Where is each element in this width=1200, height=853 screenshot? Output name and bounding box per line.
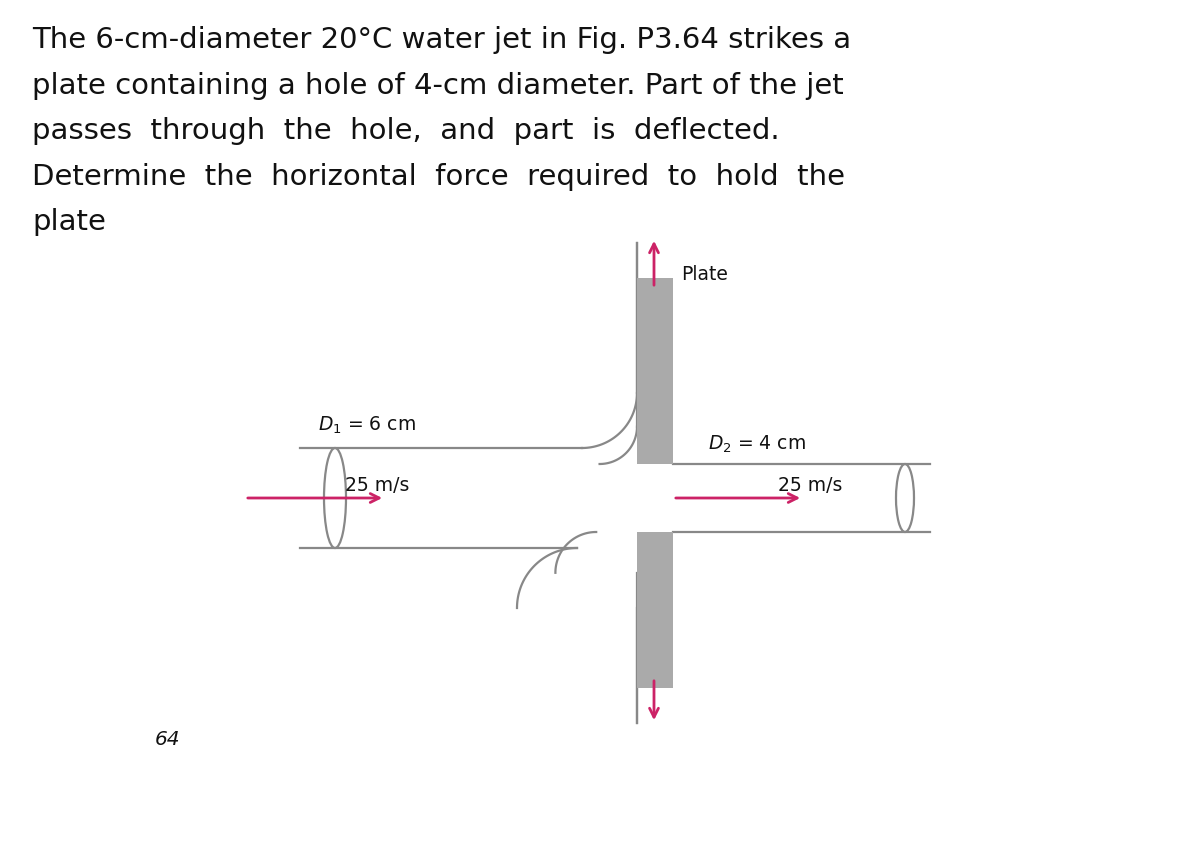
Text: 64: 64: [155, 729, 180, 748]
Text: 25 m/s: 25 m/s: [346, 475, 409, 495]
Text: Determine  the  horizontal  force  required  to  hold  the: Determine the horizontal force required …: [32, 162, 845, 190]
Text: plate containing a hole of 4-cm diameter. Part of the jet: plate containing a hole of 4-cm diameter…: [32, 72, 844, 100]
Text: $D_1$ = 6 cm: $D_1$ = 6 cm: [318, 415, 416, 436]
Bar: [637, 279, 673, 464]
Bar: [637, 532, 673, 688]
Text: passes  through  the  hole,  and  part  is  deflected.: passes through the hole, and part is def…: [32, 117, 780, 145]
Text: plate: plate: [32, 208, 106, 235]
Text: $D_2$ = 4 cm: $D_2$ = 4 cm: [708, 433, 806, 455]
Text: 25 m/s: 25 m/s: [778, 475, 842, 495]
Text: The 6-cm-diameter 20°C water jet in Fig. P3.64 strikes a: The 6-cm-diameter 20°C water jet in Fig.…: [32, 26, 851, 54]
Text: Plate: Plate: [682, 264, 728, 283]
